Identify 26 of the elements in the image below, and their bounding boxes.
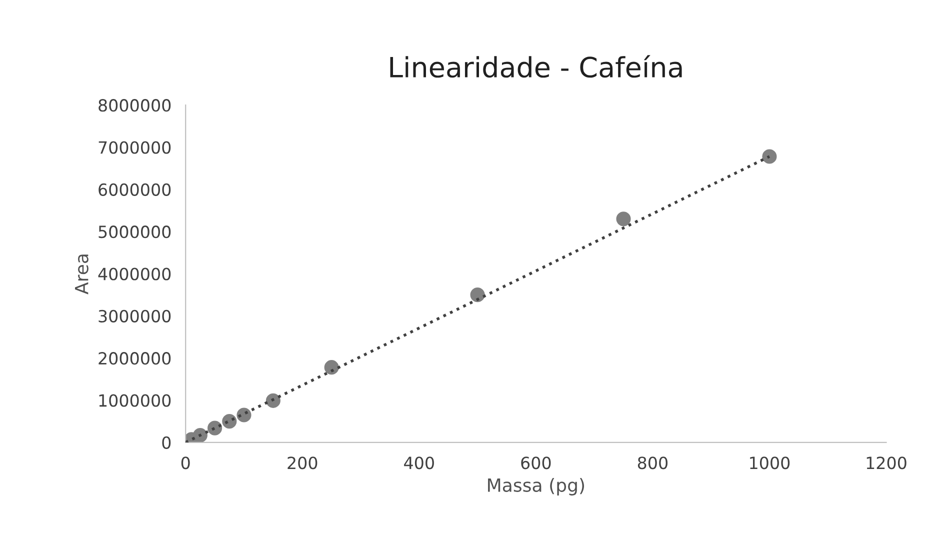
y-tick-label: 4000000 <box>98 268 171 280</box>
y-tick-label: 6000000 <box>98 183 171 196</box>
x-tick-label: 200 <box>288 456 318 470</box>
x-tick-label: 1000 <box>750 456 790 470</box>
x-tick-label: 800 <box>638 456 668 470</box>
x-tick-label: 0 <box>181 456 190 470</box>
y-tick-label: 2000000 <box>98 352 171 365</box>
point <box>762 149 777 164</box>
y-axis-title: Area <box>75 254 88 294</box>
point <box>266 393 280 408</box>
y-tick-label: 5000000 <box>98 226 171 238</box>
point <box>616 212 631 226</box>
x-tick-label: 1200 <box>866 456 906 470</box>
point <box>192 428 208 442</box>
x-tick-label: 600 <box>521 456 551 470</box>
point <box>324 360 339 375</box>
y-tick-label: 3000000 <box>98 310 171 322</box>
y-tick-label: 0 <box>162 436 171 449</box>
point <box>208 420 222 436</box>
y-tick-label: 1000000 <box>99 394 171 407</box>
chart-title: Linearidade - Cafeína <box>390 55 682 78</box>
point <box>470 288 485 302</box>
y-tick-label: 7000000 <box>98 141 171 154</box>
x-axis-title: Massa (pg) <box>488 478 584 496</box>
y-tick-label: 8000000 <box>98 99 171 112</box>
x-tick-label: 400 <box>404 456 434 470</box>
